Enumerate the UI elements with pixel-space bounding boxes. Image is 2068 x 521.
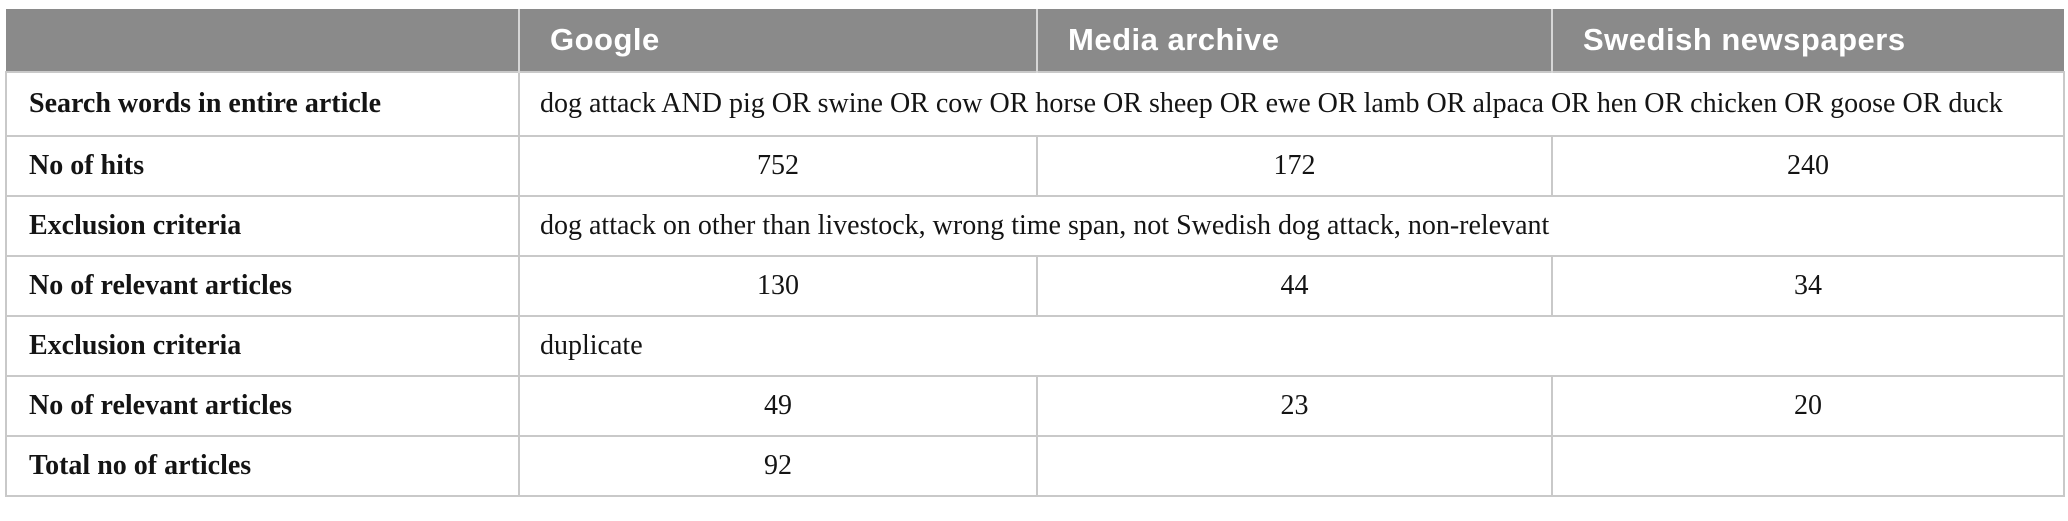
row-label: No of relevant articles — [5, 255, 520, 317]
relevant-2-swedish-newspapers: 20 — [1551, 375, 2065, 437]
exclusion-criteria-1-value: dog attack on other than livestock, wron… — [518, 195, 2065, 257]
table-container: Google Media archive Swedish newspapers … — [5, 9, 2065, 497]
total-swedish-newspapers — [1551, 435, 2065, 497]
relevant-2-google: 49 — [518, 375, 1038, 437]
exclusion-criteria-2-value: duplicate — [518, 315, 2065, 377]
table-row-relevant-articles-1: No of relevant articles 130 44 34 — [5, 255, 2065, 317]
hits-media-archive: 172 — [1036, 135, 1553, 197]
hits-google: 752 — [518, 135, 1038, 197]
table-row-no-of-hits: No of hits 752 172 240 — [5, 135, 2065, 197]
column-header-google: Google — [519, 9, 1038, 72]
row-label: No of relevant articles — [5, 375, 520, 437]
column-header-empty — [6, 9, 520, 72]
total-media-archive — [1036, 435, 1553, 497]
relevant-1-swedish-newspapers: 34 — [1551, 255, 2065, 317]
relevant-1-google: 130 — [518, 255, 1038, 317]
row-label: Exclusion criteria — [5, 195, 520, 257]
relevant-2-media-archive: 23 — [1036, 375, 1553, 437]
table-row-exclusion-criteria-1: Exclusion criteria dog attack on other t… — [5, 195, 2065, 257]
search-words-value: dog attack AND pig OR swine OR cow OR ho… — [518, 71, 2065, 137]
row-label: No of hits — [5, 135, 520, 197]
table-row-total-articles: Total no of articles 92 — [5, 435, 2065, 497]
column-header-swedish-newspapers: Swedish newspapers — [1552, 9, 2064, 72]
header-row: Google Media archive Swedish newspapers — [6, 9, 2064, 72]
relevant-1-media-archive: 44 — [1036, 255, 1553, 317]
row-label: Exclusion criteria — [5, 315, 520, 377]
search-results-table: Google Media archive Swedish newspapers … — [5, 9, 2065, 497]
table-row-exclusion-criteria-2: Exclusion criteria duplicate — [5, 315, 2065, 377]
row-label: Total no of articles — [5, 435, 520, 497]
total-google: 92 — [518, 435, 1038, 497]
table-row-search-words: Search words in entire article dog attac… — [5, 71, 2065, 137]
table-row-relevant-articles-2: No of relevant articles 49 23 20 — [5, 375, 2065, 437]
hits-swedish-newspapers: 240 — [1551, 135, 2065, 197]
column-header-media-archive: Media archive — [1037, 9, 1553, 72]
row-label: Search words in entire article — [5, 71, 520, 137]
